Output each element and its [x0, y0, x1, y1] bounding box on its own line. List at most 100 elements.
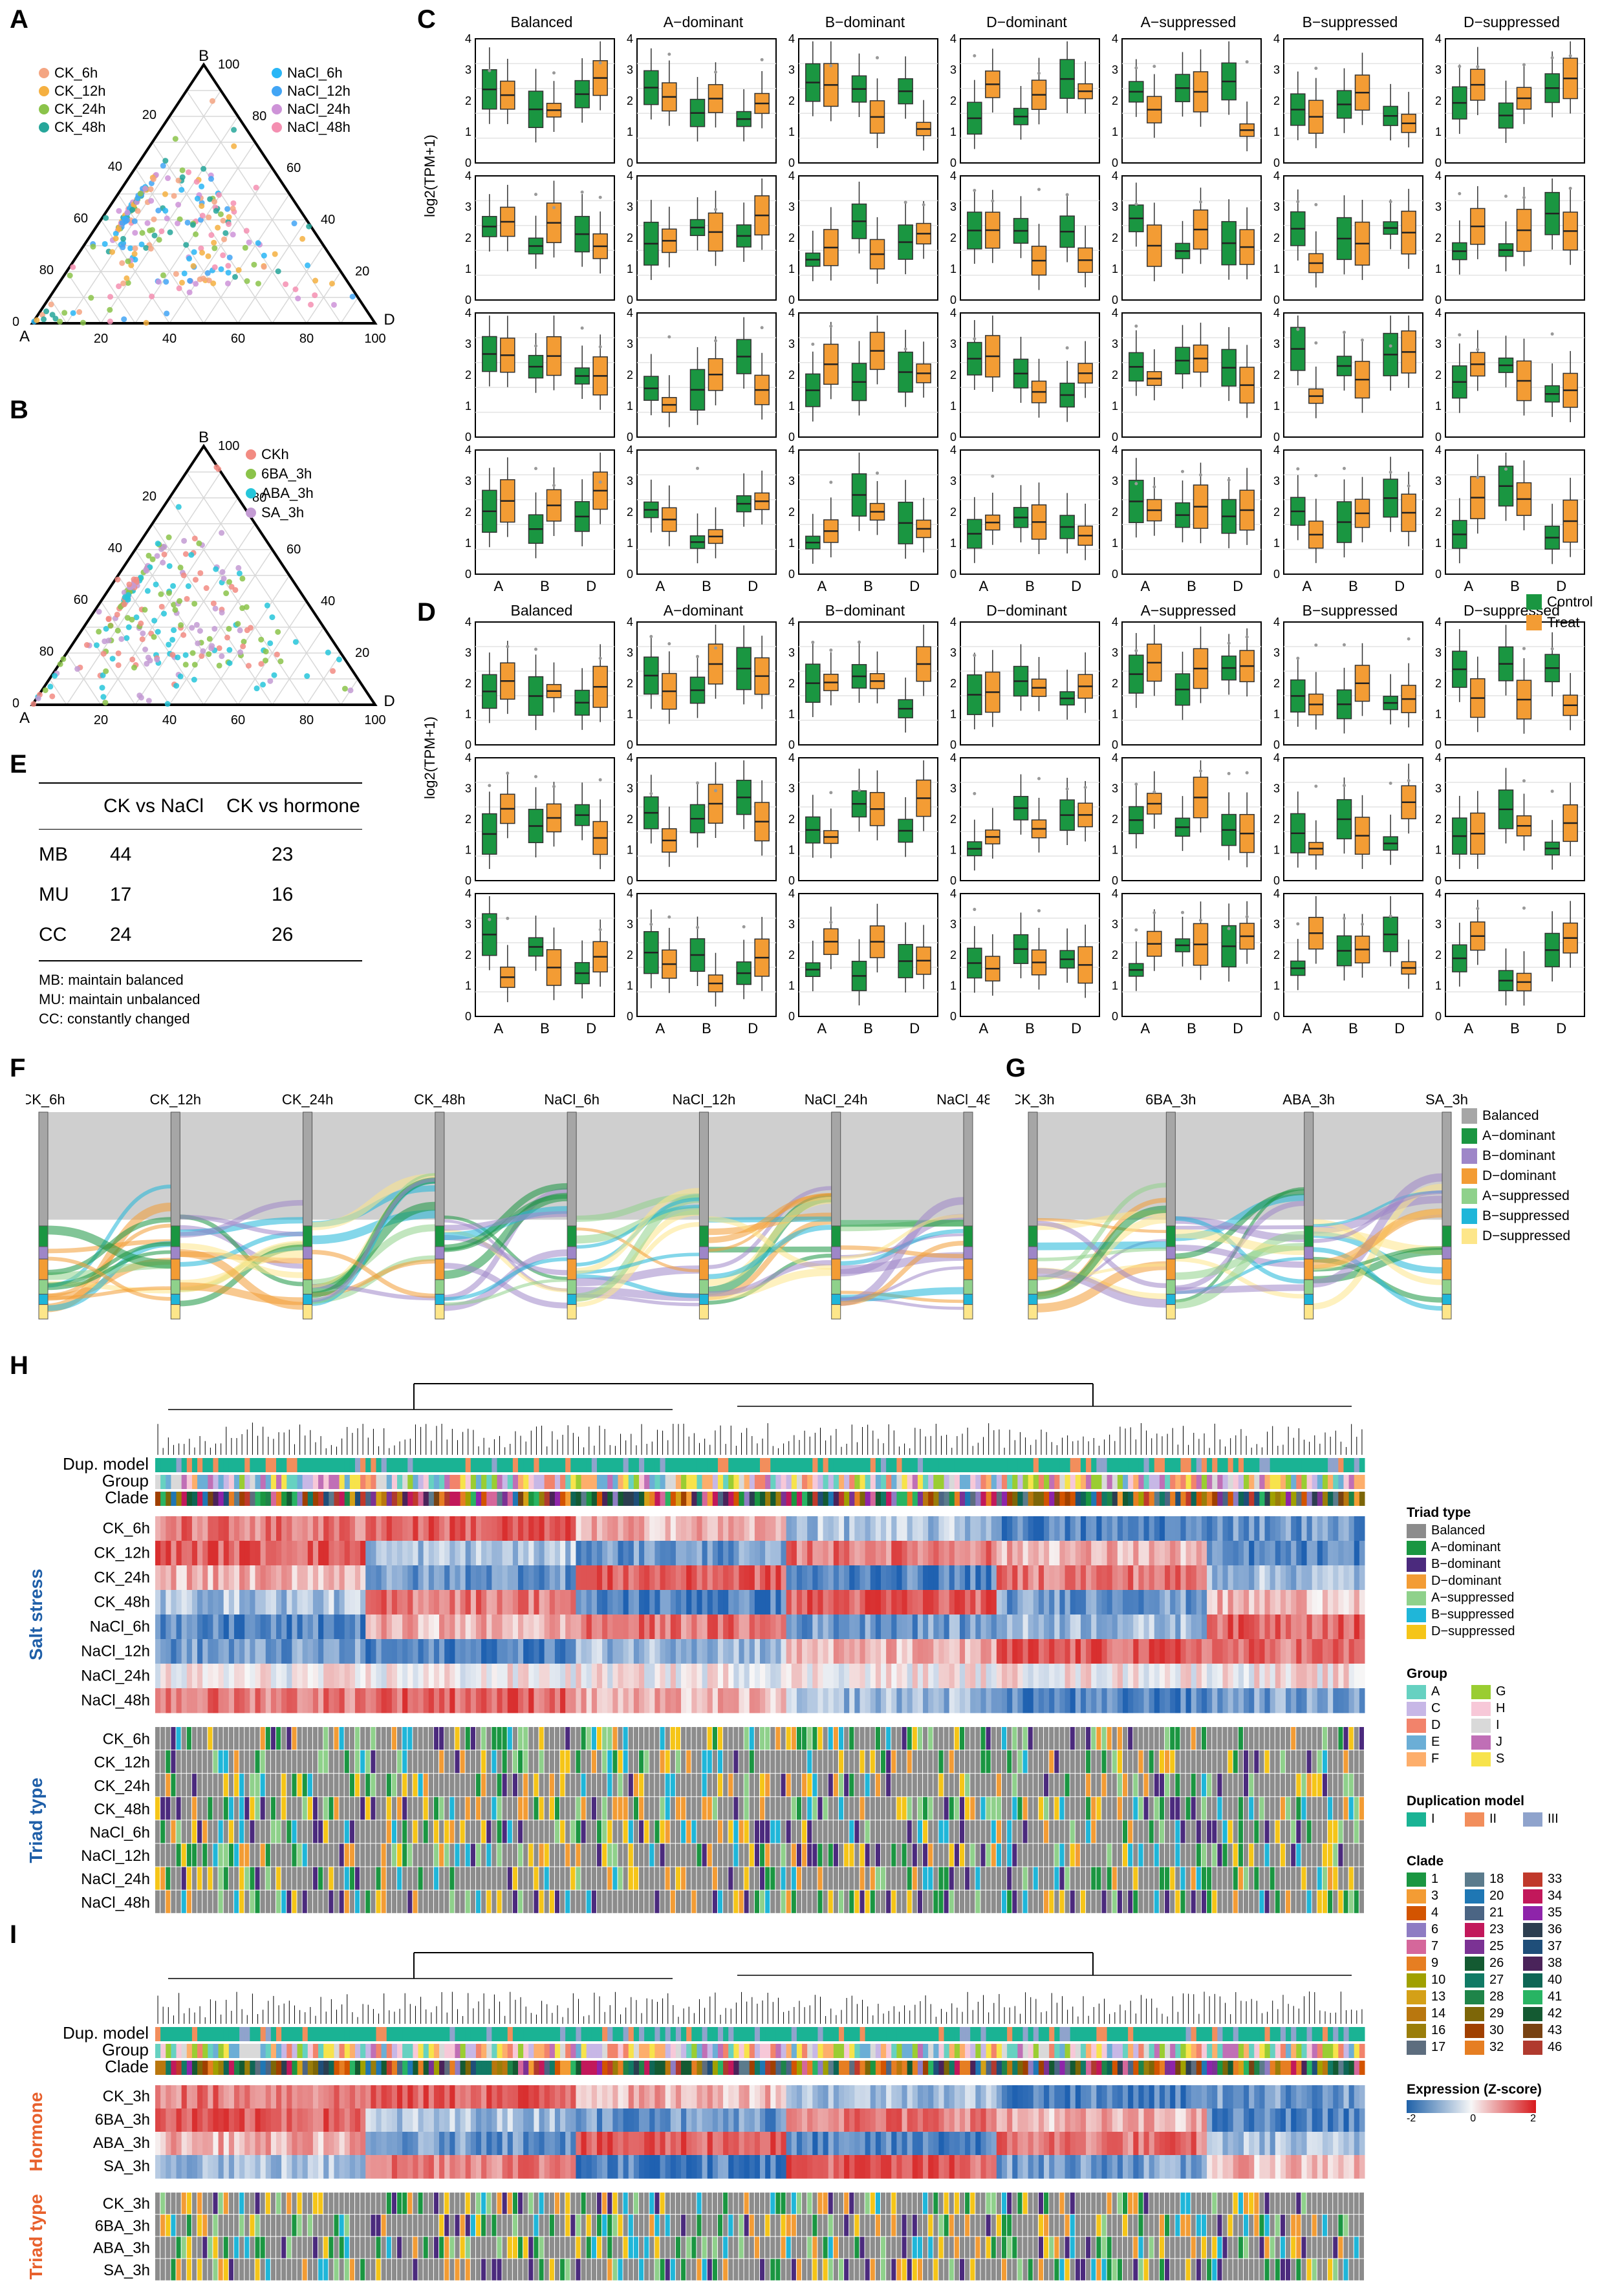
annotation-cell [586, 1475, 592, 1489]
annotation-cell [371, 1475, 376, 1489]
heatmap-cell [281, 1541, 287, 1566]
y-tick-label: 2 [950, 949, 957, 961]
flow-band [310, 1283, 435, 1301]
annotation-cell [675, 1475, 682, 1489]
outlier [1083, 786, 1087, 789]
heatmap-cell [554, 1639, 561, 1664]
heatmap-cell [607, 1565, 613, 1591]
annotation-cell [1159, 1458, 1165, 1472]
heatmap-cell [912, 1541, 918, 1566]
y-tick-label: 4 [1435, 616, 1442, 628]
heatmap-cell [1091, 1541, 1097, 1566]
heatmap-cell [959, 1565, 966, 1591]
heatmap-cell [1343, 1541, 1350, 1566]
data-point [224, 634, 230, 641]
column-label: CK_12h [150, 1091, 202, 1108]
annotation-cell [1065, 1492, 1071, 1506]
data-point [158, 228, 165, 235]
heatmap-cell [1091, 1615, 1097, 1640]
x-tick-label: A [493, 1020, 503, 1036]
data-point [211, 245, 218, 252]
heatmap-cell [1049, 1615, 1055, 1640]
data-point [216, 662, 222, 669]
heatmap-cell [1107, 1639, 1113, 1664]
outlier [552, 784, 556, 788]
data-point [140, 630, 146, 637]
x-tick-label: A [978, 578, 988, 594]
heatmap-cell [691, 1590, 697, 1615]
legend-item: B−suppressed [1462, 1206, 1570, 1226]
annotation-cell [1259, 1475, 1266, 1489]
legend-dot [39, 86, 49, 96]
heatmap-cell [197, 1516, 203, 1541]
heatmap-cell [1280, 1541, 1286, 1566]
heatmap-cell [481, 1615, 487, 1640]
data-point [41, 316, 47, 323]
heatmap-cell [1007, 1541, 1013, 1566]
heatmap-cell [213, 1639, 219, 1664]
heatmap-cell [381, 1664, 387, 1689]
y-tick-label: 1 [465, 400, 471, 413]
heatmap-cell [686, 1615, 692, 1640]
legend-label: NaCl_12h [287, 83, 351, 99]
y-tick-label: 0 [465, 431, 471, 444]
heatmap-cell [907, 1565, 913, 1591]
heatmap-cell [712, 1516, 719, 1541]
panel-frame [1121, 893, 1262, 1017]
heatmap-cell [1212, 1541, 1218, 1566]
column-title: A−suppressed [1141, 14, 1237, 30]
heatmap-cell [1038, 1615, 1044, 1640]
heatmap-cell [197, 1639, 203, 1664]
annotation-cell [544, 1475, 550, 1489]
data-point [305, 262, 311, 268]
heatmap-cell [670, 1590, 676, 1615]
heatmap-cell [502, 1590, 508, 1615]
heatmap-cell [975, 1516, 981, 1541]
legend-item: NaCl_6h [272, 65, 343, 81]
heatmap-cell [954, 1590, 960, 1615]
panel-frame [960, 893, 1100, 1017]
heatmap-cell [512, 1541, 519, 1566]
y-tick-label: 4 [1273, 444, 1280, 456]
annotation-cell [181, 1475, 188, 1489]
heatmap-cell [1201, 1516, 1207, 1541]
heatmap-cell [633, 1615, 640, 1640]
heatmap-cell [1227, 1615, 1234, 1640]
heatmap-cell [739, 1590, 745, 1615]
heatmap-cell [1227, 1516, 1234, 1541]
heatmap-cell [607, 1541, 613, 1566]
y-tick-label: 2 [1273, 506, 1280, 519]
annotation-cell [859, 1475, 866, 1489]
data-point [114, 576, 121, 583]
annotation-cell [781, 1458, 787, 1472]
heatmap-cell [1196, 1516, 1202, 1541]
annotation-cell [1091, 1475, 1097, 1489]
data-point [222, 230, 229, 236]
tick-label: 60 [231, 332, 245, 346]
heatmap-cell [1354, 1590, 1360, 1615]
annotation-cell [817, 1458, 824, 1472]
heatmap-cell [418, 1615, 424, 1640]
data-point [172, 136, 178, 142]
annotation-cell [697, 1475, 703, 1489]
annotation-cell [1312, 1458, 1318, 1472]
heatmap-cell [644, 1516, 650, 1541]
heatmap-cell [202, 1516, 208, 1541]
grid-line [186, 471, 341, 705]
panel-label-f: F [10, 1054, 26, 1082]
outlier [1361, 338, 1364, 342]
heatmap-cell [444, 1639, 450, 1664]
flow-band [178, 1282, 303, 1305]
annotation-cell [386, 1475, 393, 1489]
panel-label-a: A [10, 5, 28, 34]
annotation-cell [481, 1475, 487, 1489]
panel-frame [1283, 38, 1423, 164]
outlier [534, 775, 537, 778]
heatmap-cell [1086, 1639, 1092, 1664]
heatmap-cell [1107, 1541, 1113, 1566]
outlier [1343, 330, 1346, 334]
annotation-cell [844, 1475, 850, 1489]
panel-label-h: H [10, 1351, 28, 1380]
heatmap-cell [1348, 1590, 1355, 1615]
